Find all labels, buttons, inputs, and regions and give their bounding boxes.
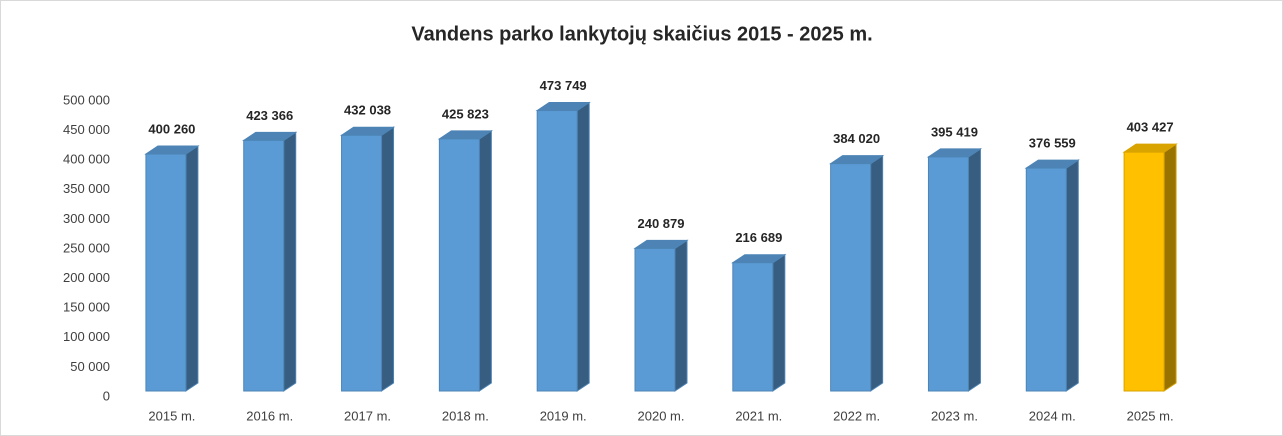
x-tick-label: 2021 m.: [735, 408, 782, 423]
x-tick-label: 2015 m.: [148, 408, 195, 423]
bar-side: [576, 101, 590, 392]
bar-front: [1123, 151, 1165, 392]
bar-front: [732, 262, 774, 392]
x-tick-label: 2025 m.: [1127, 408, 1174, 423]
bar-side: [870, 154, 884, 392]
x-tick-label: 2016 m.: [246, 408, 293, 423]
bar-side: [185, 145, 199, 392]
y-tick-label: 50 000: [70, 359, 110, 374]
y-tick-label: 300 000: [63, 211, 110, 226]
bar-front: [341, 134, 383, 392]
bar: [1122, 143, 1178, 392]
x-tick-label: 2023 m.: [931, 408, 978, 423]
y-tick-label: 100 000: [63, 329, 110, 344]
value-label: 403 427: [1127, 120, 1174, 135]
x-tick-label: 2018 m.: [442, 408, 489, 423]
bar-side: [967, 147, 981, 392]
bar: [339, 126, 396, 392]
value-label: 432 038: [344, 103, 391, 118]
value-label: 240 879: [638, 216, 685, 231]
y-tick-label: 450 000: [63, 122, 110, 137]
x-tick-label: 2017 m.: [344, 408, 391, 423]
value-label: 384 020: [833, 131, 880, 146]
bar-side: [283, 131, 297, 392]
bar-side: [478, 129, 492, 392]
value-label: 425 823: [442, 106, 489, 121]
bar-front: [1025, 167, 1067, 392]
bar-front: [145, 153, 187, 392]
value-label: 216 689: [735, 230, 782, 245]
value-label: 473 749: [540, 78, 587, 93]
y-tick-label: 250 000: [63, 240, 110, 255]
x-tick-label: 2024 m.: [1029, 408, 1076, 423]
y-tick-label: 400 000: [63, 152, 110, 167]
bar: [828, 154, 885, 392]
bar-front: [536, 110, 578, 392]
y-tick-label: 200 000: [63, 270, 110, 285]
bar: [633, 239, 689, 392]
chart-title: Vandens parko lankytojų skaičius 2015 - …: [411, 23, 872, 45]
x-tick-label: 2022 m.: [833, 408, 880, 423]
value-label: 400 260: [148, 121, 195, 136]
value-label: 423 366: [246, 108, 293, 123]
bar-side: [1163, 143, 1177, 392]
bar-front: [927, 156, 969, 392]
bar-front: [634, 247, 676, 392]
y-tick-label: 350 000: [63, 181, 110, 196]
bar-front: [243, 139, 285, 392]
bar-side: [1065, 159, 1079, 392]
y-tick-label: 500 000: [63, 92, 110, 107]
value-label: 376 559: [1029, 136, 1076, 151]
bar: [1024, 159, 1080, 392]
x-tick-label: 2019 m.: [540, 408, 587, 423]
y-tick-label: 150 000: [63, 300, 110, 315]
bar-front: [438, 138, 480, 392]
bar: [242, 131, 298, 392]
bar: [437, 129, 494, 392]
bar: [731, 253, 787, 392]
bar-front: [830, 163, 872, 392]
value-label: 395 419: [931, 124, 978, 139]
y-tick-label: 0: [103, 388, 110, 403]
bar-side: [772, 253, 786, 392]
bar: [535, 101, 591, 392]
bar-side: [674, 239, 688, 392]
bar: [144, 145, 200, 392]
bar: [926, 147, 983, 392]
bar-side: [381, 126, 395, 392]
x-tick-label: 2020 m.: [638, 408, 685, 423]
